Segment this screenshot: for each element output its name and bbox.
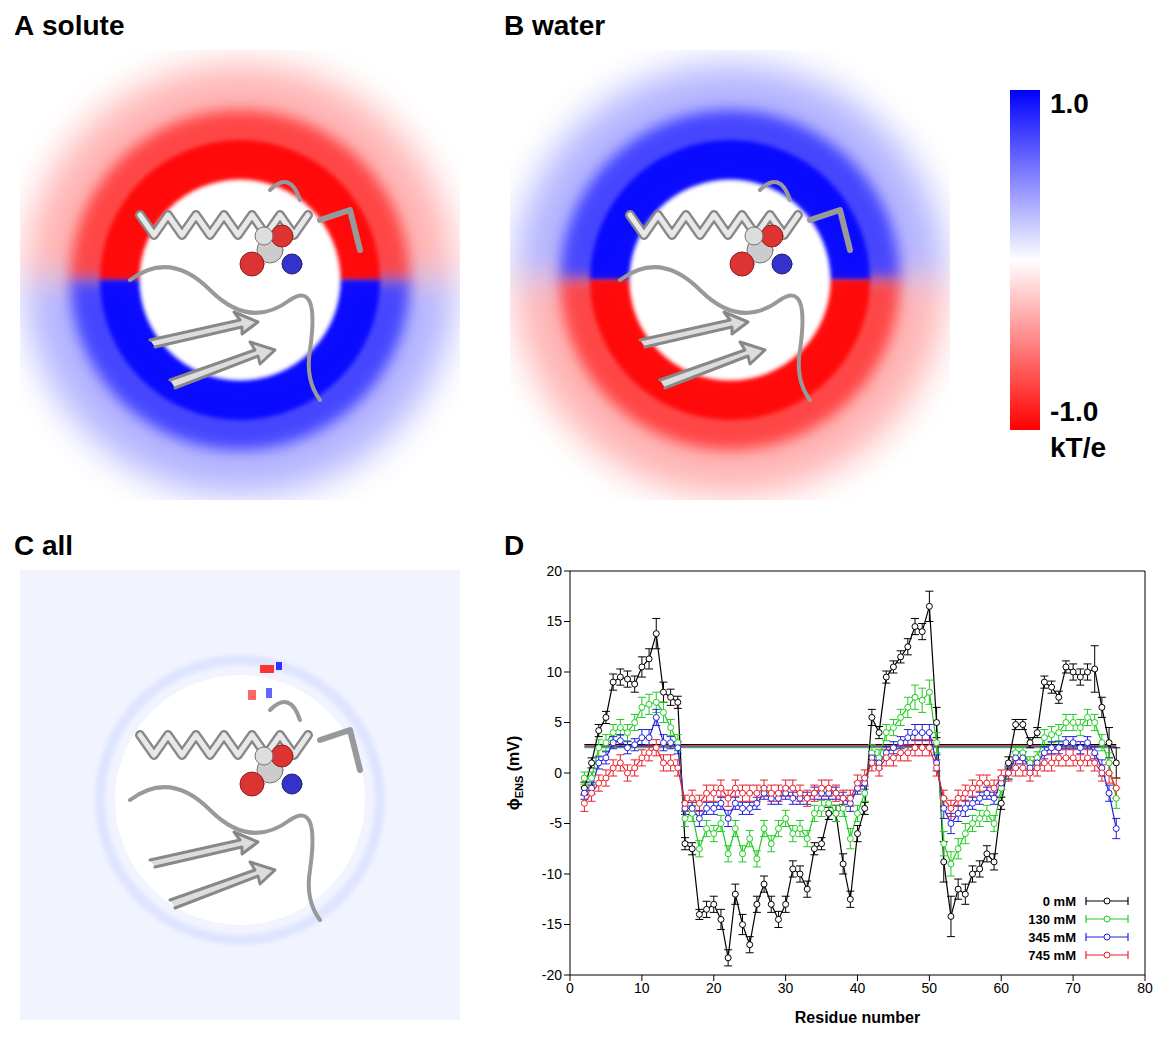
html-text:B water: B water [504, 10, 606, 41]
html-text:A solute: A solute [14, 10, 125, 41]
svg-text:-10: -10 [542, 866, 562, 882]
svg-text:Residue number: Residue number [795, 1009, 920, 1026]
svg-text:-15: -15 [542, 916, 562, 932]
html-text:kT/e: kT/e [1050, 432, 1106, 463]
svg-text:20: 20 [546, 563, 562, 579]
html-text:745 mM: 745 mM [1028, 947, 1076, 963]
svg-text:10: 10 [546, 664, 562, 680]
html-text:130 mM: 130 mM [1028, 911, 1076, 927]
html-text:-1.0: -1.0 [1050, 396, 1099, 427]
svg-text:20: 20 [706, 980, 722, 996]
html-text:0 mM: 0 mM [1042, 893, 1076, 909]
html-text:345 mM: 345 mM [1028, 929, 1076, 945]
html-text:D: D [504, 530, 525, 561]
html-text:C all: C all [14, 530, 74, 561]
svg-text:15: 15 [546, 613, 562, 629]
svg-text:80: 80 [1137, 980, 1153, 996]
svg-text:-5: -5 [550, 815, 563, 831]
svg-text:0: 0 [554, 765, 562, 781]
svg-text:5: 5 [554, 714, 562, 730]
svg-text:ϕENS (mV): ϕENS (mV) [505, 736, 525, 811]
svg-text:10: 10 [634, 980, 650, 996]
svg-text:0: 0 [566, 980, 574, 996]
svg-text:60: 60 [993, 980, 1009, 996]
svg-text:70: 70 [1065, 980, 1081, 996]
svg-text:50: 50 [922, 980, 938, 996]
svg-text:30: 30 [778, 980, 794, 996]
svg-text:-20: -20 [542, 967, 562, 983]
html-text:1.0: 1.0 [1050, 88, 1089, 119]
svg-text:40: 40 [850, 980, 866, 996]
